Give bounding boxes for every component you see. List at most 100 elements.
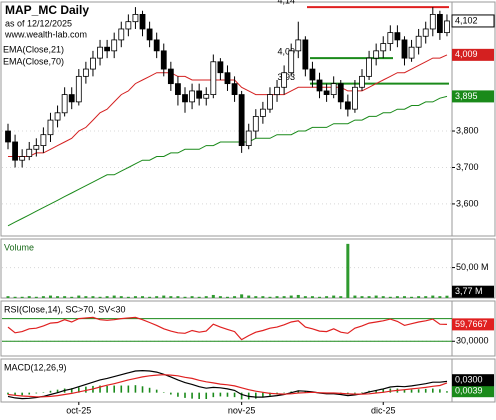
- y-tick-label: 3,700: [456, 162, 479, 172]
- candle-body: [40, 134, 47, 147]
- candle-body: [47, 119, 54, 136]
- candle-body: [373, 50, 380, 59]
- volume-bar: [261, 296, 265, 298]
- indicator-line: [7, 369, 448, 400]
- value-label-box: [452, 48, 494, 61]
- candle-body: [12, 141, 18, 161]
- histogram-bar: [35, 392, 38, 394]
- volume-bar: [381, 296, 385, 298]
- value-label: 0,0039: [455, 386, 483, 396]
- volume-bar: [169, 296, 173, 298]
- histogram-bar: [354, 392, 356, 394]
- candle-body: [408, 46, 415, 59]
- candle-body: [337, 83, 344, 103]
- histogram-bar: [155, 389, 158, 393]
- candle-body: [132, 13, 139, 23]
- volume-bar: [148, 296, 152, 298]
- volume-bar: [20, 296, 24, 298]
- candle-body: [344, 101, 351, 110]
- candle-body: [252, 116, 259, 132]
- ema-line: [7, 95, 448, 227]
- candle-body: [267, 94, 273, 110]
- candle-body: [309, 68, 316, 81]
- volume-bar: [332, 295, 336, 298]
- histogram-bar: [205, 392, 208, 400]
- histogram-bar: [14, 392, 16, 396]
- histogram-bar: [106, 385, 108, 393]
- value-label: 3,77 M: [455, 286, 483, 296]
- histogram-bar: [403, 389, 406, 393]
- volume-bar: [339, 296, 343, 298]
- candle-body: [415, 35, 422, 48]
- volume-bar: [6, 296, 10, 298]
- level-label: 4,00: [277, 47, 295, 57]
- histogram-bar: [212, 392, 215, 398]
- volume-bar: [211, 294, 215, 298]
- volume-bar: [410, 296, 414, 298]
- candle-body: [196, 90, 203, 99]
- candle-body: [175, 83, 181, 95]
- volume-bar: [84, 296, 88, 298]
- volume-bar: [374, 295, 378, 298]
- candle-body: [217, 61, 224, 74]
- histogram-bar: [219, 392, 222, 397]
- candle-body: [444, 20, 450, 34]
- histogram-bar: [432, 388, 434, 393]
- histogram-bar: [240, 392, 243, 400]
- histogram-bar: [85, 386, 87, 393]
- value-label-box: [452, 285, 494, 298]
- volume-bar: [56, 296, 60, 298]
- histogram-bar: [42, 392, 45, 393]
- volume-bar: [431, 295, 435, 298]
- volume-bar: [77, 295, 81, 298]
- volume-bar: [268, 296, 272, 298]
- volume-bar: [388, 296, 392, 298]
- histogram-bar: [304, 391, 307, 393]
- y-tick-label: 30,0000: [456, 336, 489, 346]
- volume-bar: [318, 296, 322, 298]
- value-label-box: [452, 374, 494, 387]
- histogram-bar: [7, 392, 9, 395]
- axis-frame: [451, 238, 496, 299]
- histogram-bar: [49, 390, 52, 393]
- volume-bar: [34, 296, 38, 298]
- candle-body: [125, 21, 132, 30]
- volume-bar: [197, 296, 201, 298]
- volume-bar: [126, 296, 130, 298]
- histogram-bar: [170, 392, 172, 395]
- volume-bar: [41, 296, 45, 298]
- panel-title: RSI(Close,14), SC>70, SV<30: [4, 304, 126, 314]
- volume-bar: [275, 296, 279, 298]
- volume-bar: [112, 295, 116, 298]
- x-tick-label: oct-25: [66, 405, 91, 415]
- value-label: 0,0300: [455, 375, 483, 385]
- histogram-bar: [439, 389, 441, 393]
- candle-body: [54, 112, 61, 121]
- volume-bar: [155, 296, 159, 298]
- candle-body: [330, 83, 337, 95]
- candle-body: [274, 86, 280, 95]
- candle-body: [153, 39, 160, 52]
- volume-bar: [289, 295, 293, 298]
- volume-bar: [27, 296, 31, 298]
- volume-bar: [360, 296, 364, 298]
- candle-body: [68, 94, 75, 103]
- candle-body: [146, 28, 153, 41]
- histogram-bar: [141, 386, 144, 393]
- candle-body: [394, 32, 401, 41]
- histogram-bar: [70, 388, 73, 393]
- volume-bar: [402, 296, 406, 298]
- volume-bar: [133, 296, 137, 298]
- volume-bar: [63, 296, 67, 298]
- histogram-bar: [120, 385, 123, 393]
- histogram-bar: [283, 392, 285, 394]
- value-label: 3,895: [455, 91, 478, 101]
- histogram-bar: [255, 392, 257, 399]
- histogram-bar: [162, 392, 165, 393]
- volume-bar: [282, 296, 286, 298]
- candle-body: [33, 145, 40, 150]
- volume-bar: [240, 294, 244, 298]
- candle-body: [19, 156, 26, 161]
